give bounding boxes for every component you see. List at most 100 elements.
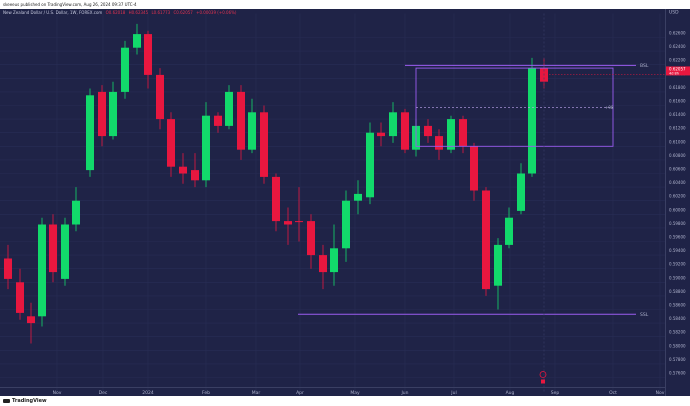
bear-candle[interactable] (144, 30, 152, 89)
bear-candle[interactable] (98, 85, 106, 147)
bear-candle[interactable] (49, 214, 57, 283)
price-tick-label: 0.61800 (669, 85, 686, 90)
bull-candle[interactable] (366, 122, 374, 205)
candle-body (49, 224, 57, 273)
time-axis[interactable]: Nov Dec 2024 Feb Mar Apr May Jun Jul Aug Sep Oct Nov (0, 387, 665, 396)
bear-candle[interactable] (307, 214, 315, 269)
bear-candle[interactable] (401, 108, 409, 154)
bear-candle[interactable] (284, 207, 292, 245)
price-tick-label: 0.61000 (669, 139, 686, 144)
bear-candle[interactable] (482, 187, 490, 296)
price-tick-label: 0.59800 (669, 221, 686, 226)
symbol-name: New Zealand Dollar / U.S. Dollar, 1W, FO… (3, 10, 103, 15)
bull-candle[interactable] (248, 98, 256, 154)
bull-candle[interactable] (72, 187, 80, 232)
bull-candle[interactable] (517, 163, 525, 215)
time-tick-label: Aug (506, 390, 515, 396)
bear-candle[interactable] (260, 105, 268, 184)
candle-body (307, 221, 315, 256)
brand-name: TradingView (12, 398, 47, 404)
price-tick-label: 0.59400 (669, 248, 686, 253)
candle-body (109, 91, 117, 137)
bear-candle[interactable] (470, 142, 478, 201)
bear-candle[interactable] (237, 85, 245, 160)
candle-body (284, 221, 292, 225)
candle-body (61, 224, 69, 279)
time-tick-label: Apr (296, 390, 304, 396)
price-tick-label: 0.59200 (669, 262, 686, 267)
time-tick-label: Jun (400, 390, 408, 396)
bull-candle[interactable] (528, 57, 536, 177)
candles (4, 23, 548, 344)
bull-candle[interactable] (121, 40, 129, 99)
time-tick-label: Jul (450, 390, 456, 396)
bull-candle[interactable] (109, 81, 117, 140)
bear-candle[interactable] (167, 112, 175, 177)
event-marker[interactable] (539, 371, 547, 384)
bull-candle[interactable] (86, 88, 94, 177)
candle-body (505, 217, 513, 245)
drawings: BSL SSL +98 (298, 63, 649, 318)
candle-body (121, 47, 129, 92)
event-dot (541, 379, 545, 384)
bull-candle[interactable] (133, 23, 141, 55)
time-tick-label: Oct (609, 390, 617, 396)
bull-candle[interactable] (389, 102, 397, 143)
bear-candle[interactable] (424, 119, 432, 143)
bull-candle[interactable] (354, 180, 362, 215)
candlestick-chart[interactable]: BSL SSL +98 (0, 9, 665, 396)
bull-candle[interactable] (61, 217, 69, 286)
time-tick-label: Mar (252, 390, 261, 396)
fvg-box[interactable] (415, 67, 614, 147)
time-tick-label: 2024 (142, 390, 154, 396)
bear-candle[interactable] (179, 153, 187, 184)
bull-candle[interactable] (342, 190, 350, 262)
bull-candle[interactable] (202, 102, 210, 188)
candle-body (72, 200, 80, 225)
bull-candle[interactable] (225, 85, 233, 130)
price-tick-label: 0.62400 (669, 44, 686, 49)
candle-body (470, 146, 478, 191)
price-tick-label: 0.61400 (669, 112, 686, 117)
bsl-label: BSL (640, 63, 649, 69)
tradingview-logo-icon (3, 398, 10, 403)
axis-currency: USD (669, 10, 679, 16)
candle-body (179, 166, 187, 174)
candle-body (401, 112, 409, 150)
candle-body (86, 95, 94, 171)
bear-candle[interactable] (435, 129, 443, 160)
price-tick-label: 0.62200 (669, 58, 686, 63)
bull-candle[interactable] (330, 224, 338, 286)
bear-candle[interactable] (295, 187, 303, 242)
bear-candle[interactable] (27, 302, 35, 344)
bear-candle[interactable] (377, 122, 385, 147)
bear-candle[interactable] (272, 173, 280, 232)
candle-body (214, 115, 222, 126)
bear-candle[interactable] (16, 268, 24, 320)
time-tick-label: Nov (53, 390, 62, 396)
bull-candle[interactable] (447, 115, 455, 154)
price-tick-label: 0.60600 (669, 167, 686, 172)
bear-candle[interactable] (156, 68, 164, 130)
bear-candle[interactable] (214, 112, 222, 133)
bull-candle[interactable] (494, 238, 502, 310)
bear-candle[interactable] (4, 244, 12, 290)
bear-candle[interactable] (319, 244, 327, 290)
bull-candle[interactable] (38, 217, 46, 327)
price-tick-label: 0.58600 (669, 303, 686, 308)
event-flag-icon (539, 371, 547, 378)
bear-candle[interactable] (459, 115, 467, 154)
time-tick-label: Feb (202, 390, 210, 396)
candle-body (260, 112, 268, 177)
price-axis[interactable]: USD0.626000.624000.622000.620000.618000.… (665, 9, 690, 396)
footer-bar: TradingView (0, 396, 690, 406)
current-price-label: 0.62057 (669, 66, 686, 71)
candle-body (366, 132, 374, 198)
ohlc-open: O0.62018 (105, 10, 126, 15)
candle-body (225, 91, 233, 126)
bear-candle[interactable] (191, 153, 199, 188)
bull-candle[interactable] (505, 207, 513, 249)
candle-body (144, 34, 152, 75)
candle-body (272, 176, 280, 222)
